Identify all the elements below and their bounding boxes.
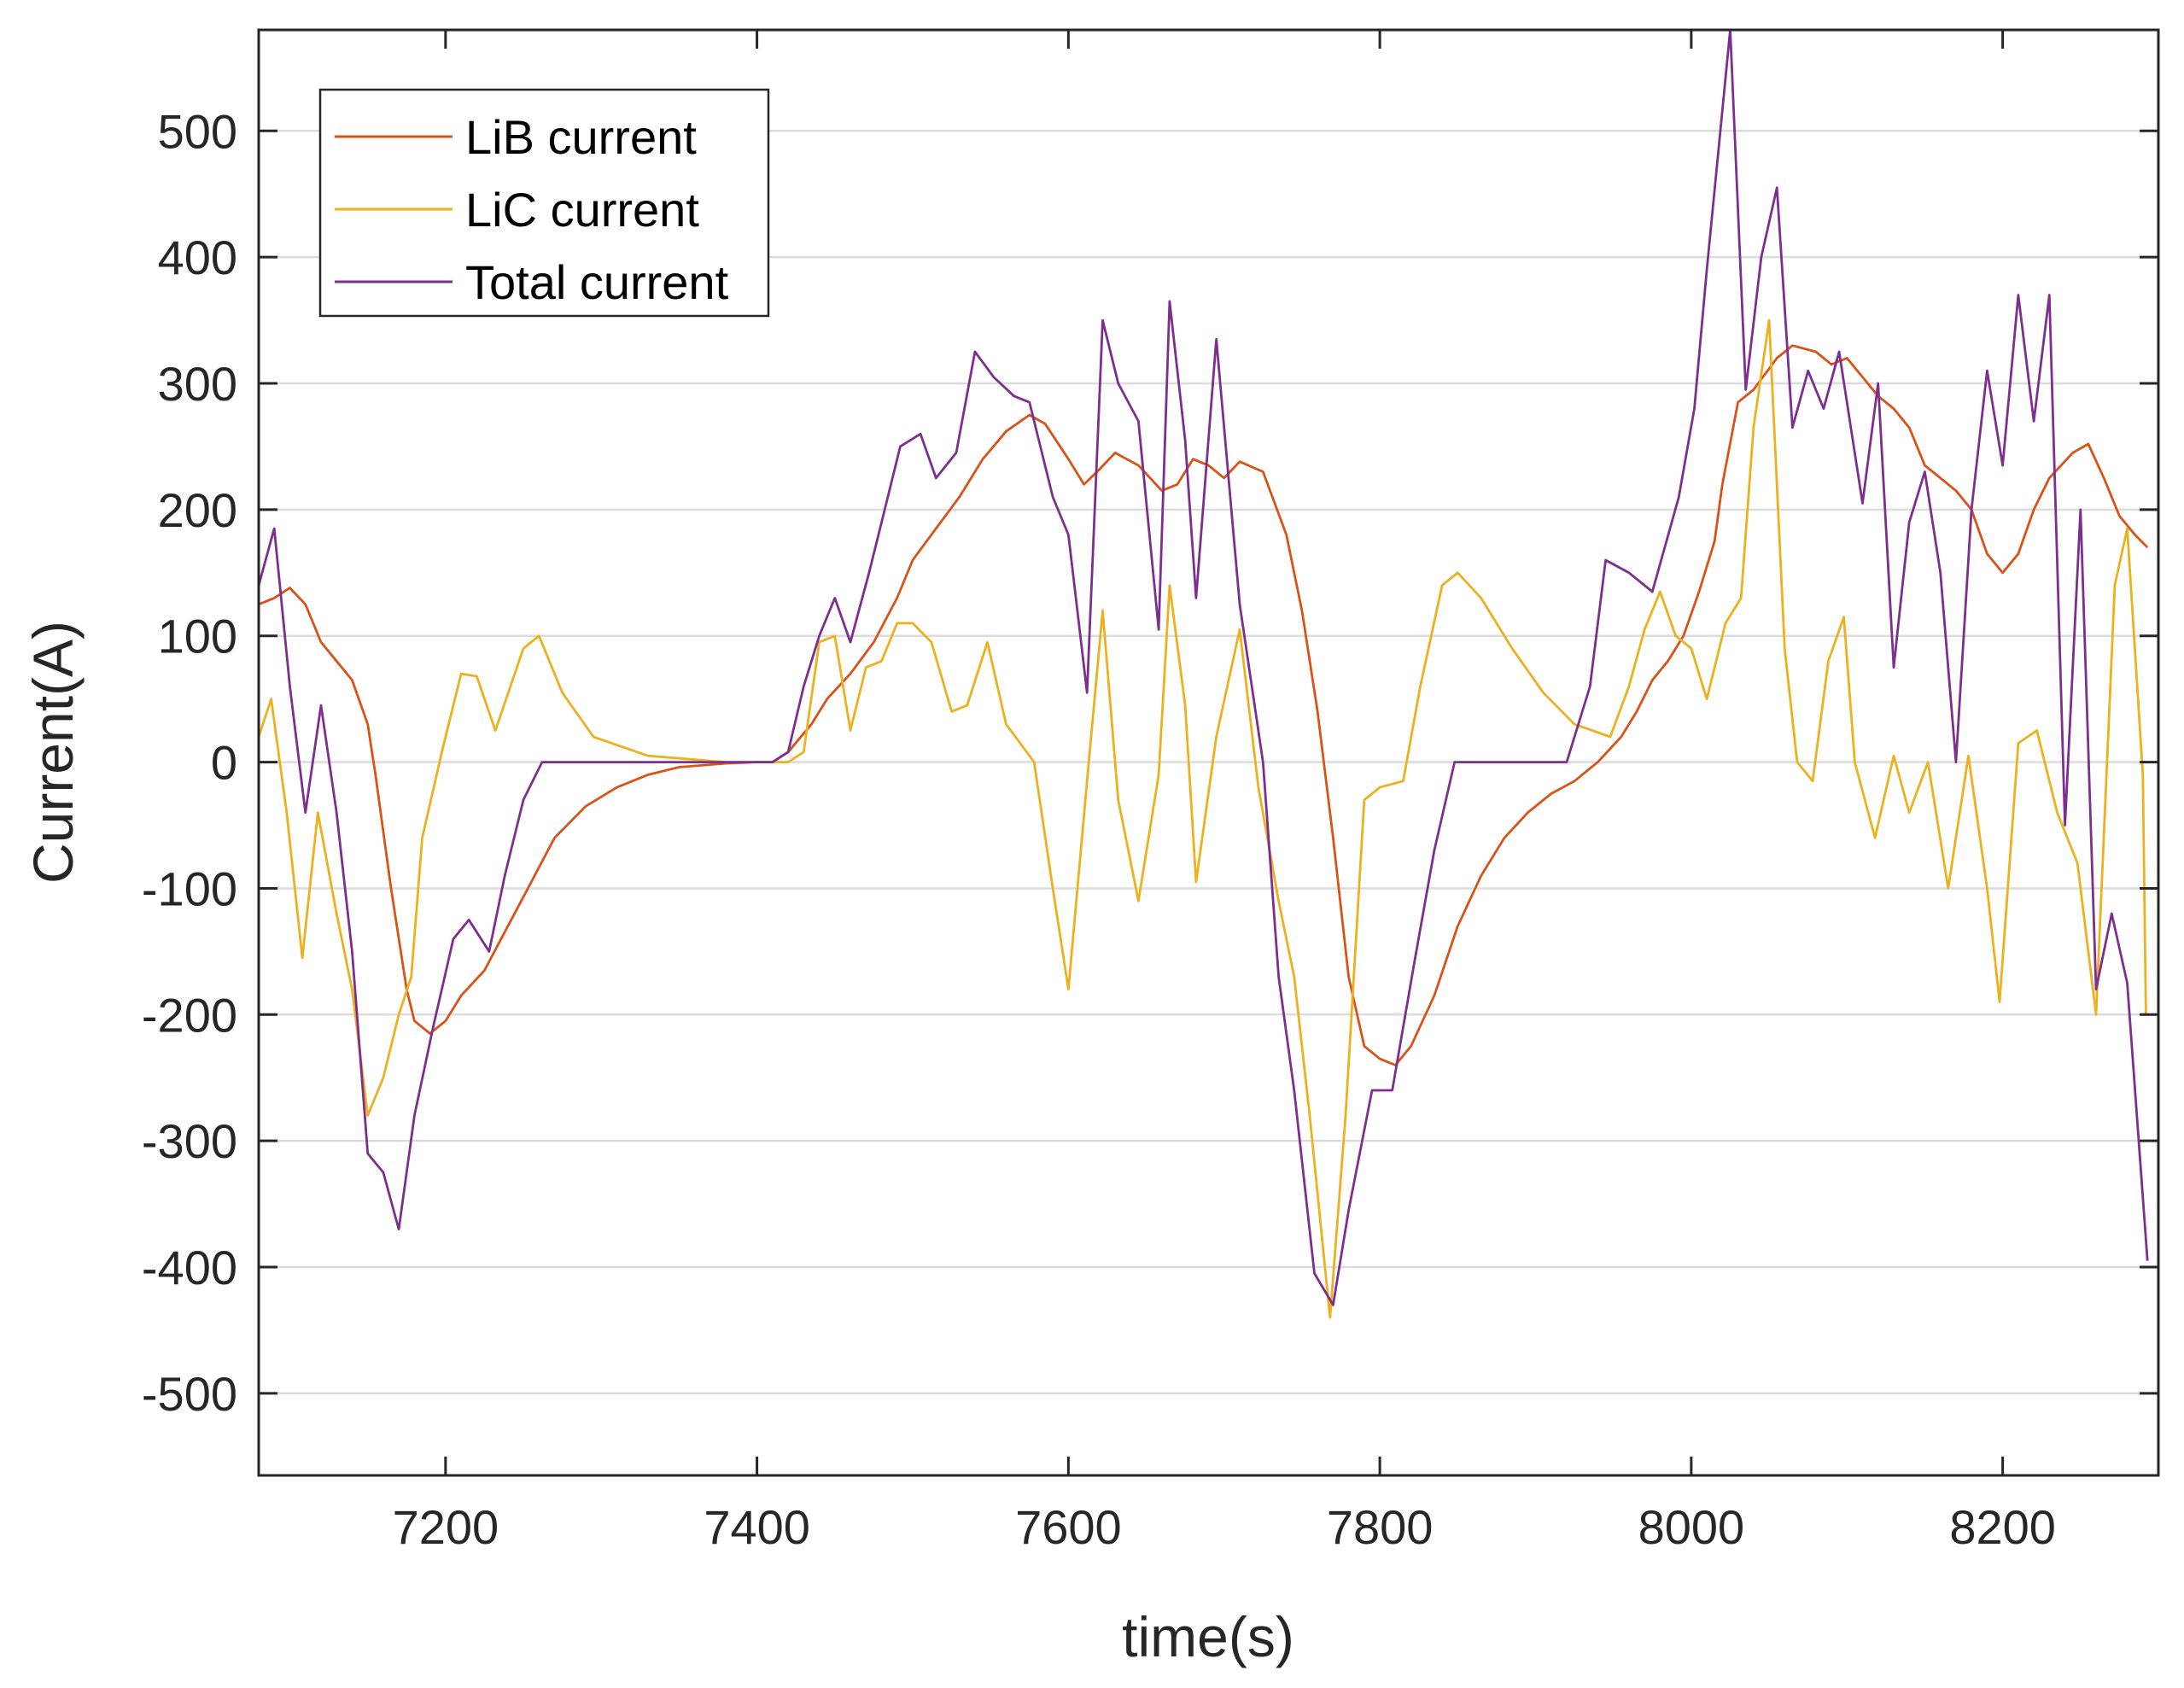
legend-box	[318, 88, 770, 318]
series-line-lic-current	[257, 318, 2147, 1319]
x-tick-label: 7800	[1327, 1500, 1434, 1554]
x-tick-label: 7600	[1015, 1500, 1122, 1554]
x-tick-label: 7200	[393, 1500, 499, 1554]
y-tick-label: -400	[142, 1241, 237, 1294]
y-tick-label: 200	[158, 483, 237, 537]
legend-label-lib-current: LiB current	[465, 110, 697, 164]
legend-label-total-current: Total current	[465, 255, 729, 309]
series-line-lib-current	[258, 344, 2149, 1066]
plot-frame	[257, 28, 2160, 1477]
y-tick-label: 300	[158, 357, 237, 411]
x-axis-label: time(s)	[1122, 1605, 1294, 1668]
legend: LiB current LiC current Total current	[318, 88, 770, 318]
series-line-total-current	[257, 28, 2149, 1306]
legend-label-lic-current: LiC current	[465, 183, 699, 237]
axis-ticks: -500 -400 -300 -200 -100 0 100 200 300 400 500 7200…	[142, 30, 2158, 1554]
y-tick-label: 100	[158, 610, 237, 663]
y-tick-label: 0	[211, 736, 237, 790]
y-tick-label: 400	[158, 231, 237, 284]
y-tick-label: -200	[142, 988, 237, 1042]
y-tick-label: -100	[142, 862, 237, 915]
y-axis-label: Current(A)	[21, 621, 85, 884]
x-tick-label: 8200	[1949, 1500, 2056, 1554]
x-tick-label: 7400	[704, 1500, 810, 1554]
y-tick-label: -300	[142, 1114, 237, 1168]
y-tick-label: 500	[158, 104, 237, 158]
y-tick-label: -500	[142, 1367, 237, 1421]
x-tick-label: 8000	[1638, 1500, 1745, 1554]
series-lines	[257, 28, 2149, 1319]
